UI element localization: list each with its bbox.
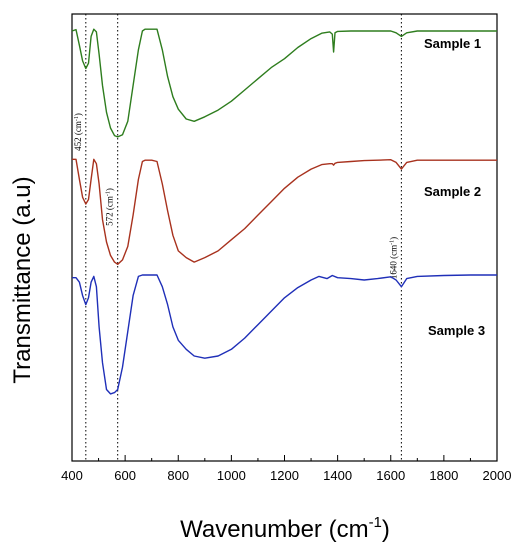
x-tick-label: 600 — [114, 468, 136, 483]
annotation-label-close: ) — [388, 237, 398, 240]
plot-frame — [71, 13, 498, 462]
annotation-label-close: ) — [73, 113, 83, 116]
annotation-label-close: ) — [105, 188, 115, 191]
x-tick-label: 1000 — [217, 468, 246, 483]
x-axis-title-main: Wavenumber (cm — [180, 516, 368, 543]
annotation-label-sup: -1 — [106, 191, 112, 196]
x-tick-label: 800 — [167, 468, 189, 483]
annotation-label-main: 1640 (cm — [388, 245, 398, 279]
annotation-label-main: 572 (cm — [105, 196, 115, 226]
annotation-label-sup: -1 — [74, 116, 80, 121]
annotation-label-sup: -1 — [389, 240, 395, 245]
x-tick-label: 1200 — [270, 468, 299, 483]
annotation-label: 452 (cm-1) — [73, 113, 83, 151]
annotation-label-main: 452 (cm — [73, 121, 83, 151]
series-label-3: Sample 3 — [428, 323, 485, 338]
series-labels: Sample 1 Sample 2 Sample 3 — [424, 36, 485, 338]
x-tick-label: 400 — [61, 468, 83, 483]
x-tick-label: 2000 — [483, 468, 512, 483]
annotation-lines: 452 (cm-1)572 (cm-1)1640 (cm-1) — [73, 14, 402, 461]
series-label-1: Sample 1 — [424, 36, 481, 51]
plot-border — [71, 13, 498, 462]
annotation-label: 572 (cm-1) — [105, 188, 115, 226]
series-layer — [71, 28, 497, 395]
annotation-label: 1640 (cm-1) — [388, 237, 398, 279]
x-axis-title: Wavenumber (cm-1) — [180, 514, 390, 543]
series-line-2 — [72, 158, 497, 265]
x-tick-label: 1800 — [429, 468, 458, 483]
x-axis-title-sup: -1 — [369, 514, 382, 531]
x-axis-title-close: ) — [382, 516, 390, 543]
y-axis-title: Transmittance (a.u) — [9, 176, 36, 383]
x-axis-ticks: 400 600 800 1000 1200 1400 1600 1800 2000 — [61, 455, 511, 483]
series-line-1 — [71, 28, 497, 138]
series-line-3 — [72, 274, 497, 395]
series-label-2: Sample 2 — [424, 184, 481, 199]
x-tick-label: 1400 — [323, 468, 352, 483]
x-tick-label: 1600 — [376, 468, 405, 483]
